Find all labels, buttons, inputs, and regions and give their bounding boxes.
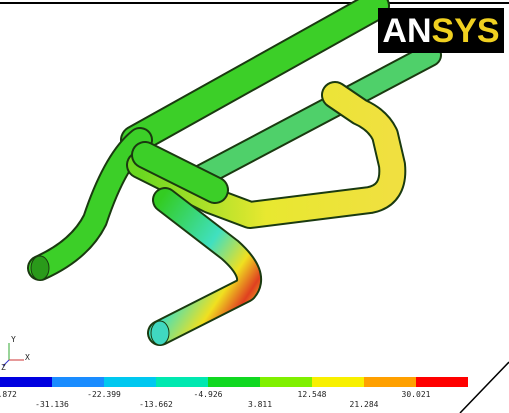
legend-label: 30.021 <box>402 390 431 399</box>
pipe-end <box>151 321 169 345</box>
legend-label: -31.136 <box>35 400 69 409</box>
triad-label: Z <box>1 363 6 372</box>
legend-band <box>364 377 416 387</box>
legend-band <box>416 377 468 387</box>
legend-band <box>208 377 260 387</box>
legend-band <box>156 377 208 387</box>
triad-label: Y <box>11 335 16 344</box>
legend-band <box>52 377 104 387</box>
legend-label: -22.399 <box>87 390 121 399</box>
legend-label: 3.811 <box>248 400 272 409</box>
legend-band <box>104 377 156 387</box>
legend-label: -4.926 <box>194 390 223 399</box>
legend-label: 21.284 <box>350 400 379 409</box>
ansys-viewport: ANSYS Y X Z -39.872 -22.399 -4.926 12.548 30… <box>0 0 509 413</box>
pipe-end <box>31 256 49 280</box>
legend-band <box>0 377 52 387</box>
legend-label: -13.662 <box>139 400 173 409</box>
triad-label: X <box>25 353 30 362</box>
legend-band <box>260 377 312 387</box>
logo: ANSYS <box>382 12 499 50</box>
legend-band <box>312 377 364 387</box>
legend-label: 12.548 <box>298 390 327 399</box>
legend-label: -39.872 <box>0 390 17 399</box>
